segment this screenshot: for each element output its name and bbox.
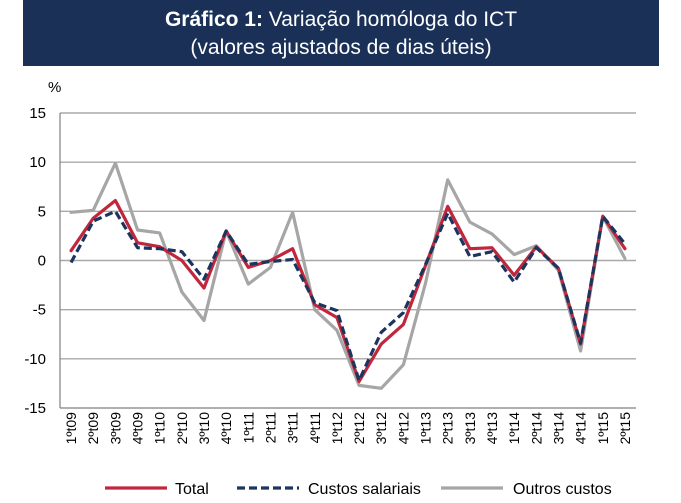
series-line-0 [69,198,627,384]
series-line-2 [69,161,627,390]
x-tick-label-10: 3ºt11 [285,412,301,444]
series-line-1 [69,209,627,383]
x-tick-label-5: 2ºt10 [174,412,190,445]
x-tick-label-8: 1ºt11 [240,412,256,444]
x-tick-label-15: 4ºt12 [395,412,411,445]
y-tick-label-3: 0 [38,253,46,270]
y-tick-label-6: -15 [24,400,46,417]
x-tick-label-4: 1ºt10 [152,412,168,445]
x-tick-label-20: 1ºt14 [506,412,522,445]
y-tick-label-4: -5 [33,302,46,319]
y-tick-labels: 15 10 5 0 -5 -10 -15% [24,79,61,417]
y-tick-label-5: -10 [24,351,46,368]
chart-subtitle: (valores ajustados de dias úteis) [190,36,492,59]
series-lines [69,161,627,390]
legend-label-1: Custos salariais [308,481,421,498]
x-tick-label-23: 4ºt14 [573,412,589,445]
x-tick-labels: 1ºt09 2ºt09 3ºt09 4ºt09 1ºt10 2ºt10 3ºt10 4ºt10… [63,412,633,445]
axes [59,113,636,409]
x-tick-label-24: 1ºt15 [595,412,611,445]
y-tick-label-2: 5 [38,203,46,220]
x-tick-label-0: 1ºt09 [63,412,79,445]
x-tick-label-1: 2ºt09 [85,412,101,445]
x-tick-label-7: 4ºt10 [218,412,234,445]
y-tick-label-0: 15 [29,105,46,122]
x-tick-label-11: 4ºt11 [307,412,323,444]
legend: Total Custos salariais Outros custos [105,481,612,498]
legend-label-2: Outros custos [513,481,612,498]
x-tick-label-14: 3ºt12 [373,412,389,445]
x-tick-label-22: 3ºt14 [550,412,566,445]
gridlines [60,112,636,360]
y-axis-label: % [48,79,61,96]
x-tick-label-3: 4ºt09 [130,412,146,445]
x-tick-label-17: 2ºt13 [440,412,456,445]
x-tick-label-16: 1ºt13 [418,412,434,445]
x-tick-label-13: 2ºt12 [351,412,367,445]
x-tick-label-18: 3ºt13 [462,412,478,445]
x-tick-label-21: 2ºt14 [528,412,544,445]
x-tick-label-6: 3ºt10 [196,412,212,445]
x-tick-label-9: 2ºt11 [262,412,278,444]
legend-label-0: Total [175,481,209,498]
chart-title-rest: Variação homóloga do ICT [262,8,518,31]
x-tick-label-2: 3ºt09 [107,412,123,445]
x-tick-label-12: 1ºt12 [329,412,345,445]
chart-title-bar: Gráfico 1: Variação homóloga do ICT (val… [23,0,659,66]
chart-title-bold: Gráfico 1: [164,8,263,31]
x-tick-label-19: 4ºt13 [484,412,500,445]
chart-title: Gráfico 1: Variação homóloga do ICT [23,8,659,32]
x-tick-label-25: 2ºt15 [617,412,633,445]
y-tick-label-1: 10 [29,154,46,171]
